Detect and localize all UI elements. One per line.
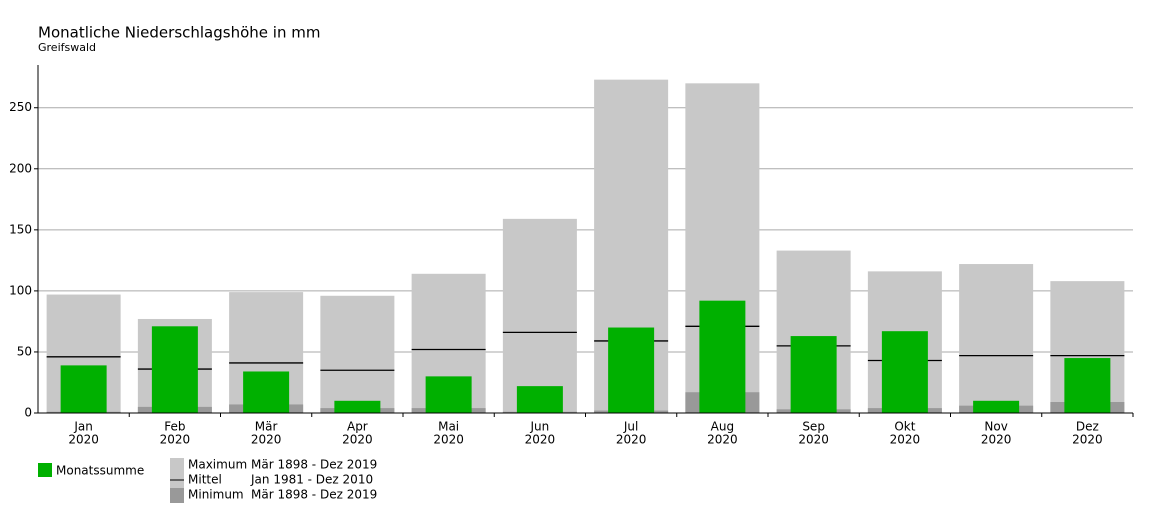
x-tick-sublabel: 2020 [616, 433, 647, 447]
x-tick-label: Jun [530, 420, 550, 434]
x-tick-label: Apr [347, 420, 368, 434]
bar [320, 295, 395, 413]
legend-period: Mär 1898 - Dez 2019 [251, 458, 377, 472]
x-tick-label: Jan [73, 420, 93, 434]
bar [60, 365, 107, 413]
bar [334, 400, 381, 413]
bar [881, 331, 928, 413]
y-tick-label: 0 [24, 406, 32, 420]
x-tick-label: Dez [1076, 420, 1099, 434]
x-tick-sublabel: 2020 [160, 433, 191, 447]
x-tick-sublabel: 2020 [433, 433, 464, 447]
bar [243, 371, 290, 413]
legend-label: Minimum [188, 488, 244, 502]
bar [790, 336, 837, 413]
x-tick-sublabel: 2020 [1072, 433, 1103, 447]
bar [151, 326, 198, 413]
legend-period: Jan 1981 - Dez 2010 [250, 473, 373, 487]
x-tick-label: Aug [711, 420, 734, 434]
legend-period: Mär 1898 - Dez 2019 [251, 488, 377, 502]
bar [959, 264, 1034, 413]
legend-label: Mittel [188, 473, 222, 487]
chart-subtitle: Greifswald [38, 41, 96, 54]
x-tick-label: Feb [164, 420, 185, 434]
legend-swatch [170, 488, 184, 503]
x-tick-label: Jul [623, 420, 638, 434]
y-tick-label: 50 [17, 344, 32, 358]
y-tick-label: 100 [9, 283, 32, 297]
x-tick-sublabel: 2020 [342, 433, 373, 447]
x-tick-label: Nov [984, 420, 1007, 434]
bar [425, 376, 472, 413]
bar [502, 218, 577, 413]
x-tick-sublabel: 2020 [525, 433, 556, 447]
x-tick-label: Sep [802, 420, 825, 434]
x-tick-label: Okt [894, 420, 915, 434]
y-tick-label: 200 [9, 161, 32, 175]
chart-title: Monatliche Niederschlagshöhe in mm [38, 24, 320, 42]
x-tick-label: Mai [438, 420, 459, 434]
x-tick-sublabel: 2020 [707, 433, 738, 447]
bar [608, 327, 655, 413]
legend-label: Maximum [188, 458, 247, 472]
legend-swatch [38, 463, 52, 477]
x-tick-label: Mär [255, 420, 278, 434]
bar [516, 386, 563, 413]
x-tick-sublabel: 2020 [981, 433, 1012, 447]
bar [1064, 358, 1111, 413]
legend-label: Monatssumme [56, 464, 144, 478]
x-tick-sublabel: 2020 [798, 433, 829, 447]
legend-swatch [170, 458, 184, 473]
x-tick-sublabel: 2020 [251, 433, 282, 447]
x-tick-sublabel: 2020 [68, 433, 99, 447]
y-tick-label: 250 [9, 100, 32, 114]
y-tick-label: 150 [9, 222, 32, 236]
x-tick-sublabel: 2020 [890, 433, 921, 447]
bar [973, 400, 1020, 413]
bar [699, 300, 746, 413]
